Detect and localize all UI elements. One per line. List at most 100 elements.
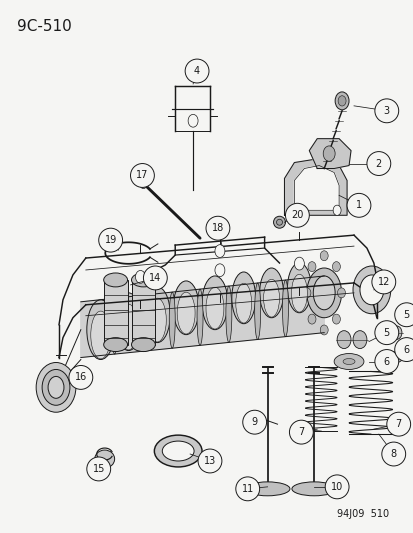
Ellipse shape [177,292,195,334]
Text: 7: 7 [395,419,401,429]
Ellipse shape [225,286,231,342]
Ellipse shape [333,353,363,369]
Ellipse shape [394,337,413,361]
Ellipse shape [143,266,167,290]
Ellipse shape [169,292,175,348]
Ellipse shape [386,412,410,436]
Ellipse shape [130,164,154,188]
Polygon shape [294,166,338,211]
Ellipse shape [337,288,344,298]
Ellipse shape [366,151,390,175]
Ellipse shape [346,193,370,217]
Ellipse shape [36,362,76,412]
Ellipse shape [185,59,209,83]
Ellipse shape [103,337,127,352]
Text: 14: 14 [149,273,161,283]
Ellipse shape [259,268,283,318]
Text: 9C-510: 9C-510 [17,19,72,34]
Ellipse shape [374,99,398,123]
Circle shape [214,245,224,257]
Ellipse shape [242,410,266,434]
Ellipse shape [206,216,229,240]
Circle shape [337,96,345,106]
Polygon shape [309,139,350,168]
Ellipse shape [307,262,315,272]
Circle shape [332,205,340,215]
Ellipse shape [313,276,335,310]
Polygon shape [81,276,323,358]
Circle shape [135,270,145,283]
Text: 6: 6 [403,344,409,354]
Ellipse shape [87,457,110,481]
Circle shape [290,205,298,215]
Text: 15: 15 [93,464,104,474]
Ellipse shape [119,304,137,350]
Circle shape [139,179,147,189]
Ellipse shape [332,314,339,324]
Text: 11: 11 [241,484,253,494]
Ellipse shape [162,441,194,461]
Ellipse shape [235,477,259,501]
Ellipse shape [289,420,313,444]
Ellipse shape [98,228,122,252]
Text: 94J09  510: 94J09 510 [336,508,388,519]
Ellipse shape [235,283,251,323]
Ellipse shape [342,359,354,365]
Ellipse shape [320,251,328,261]
Ellipse shape [394,303,413,327]
Ellipse shape [42,369,70,405]
Ellipse shape [332,262,339,272]
Bar [131,280,155,345]
Ellipse shape [231,272,255,324]
Ellipse shape [154,435,202,467]
Text: 20: 20 [290,210,303,220]
Text: 5: 5 [383,328,389,337]
Ellipse shape [380,352,402,364]
Ellipse shape [131,337,155,352]
Text: 1: 1 [355,200,361,211]
Ellipse shape [69,366,93,389]
Ellipse shape [48,376,64,398]
Ellipse shape [103,273,127,287]
Circle shape [335,92,348,110]
Ellipse shape [371,270,395,294]
Ellipse shape [131,273,155,287]
Text: 19: 19 [104,235,116,245]
Text: 17: 17 [136,171,148,181]
Ellipse shape [115,293,141,351]
Ellipse shape [206,287,223,329]
Ellipse shape [381,442,405,466]
Ellipse shape [352,266,390,314]
Ellipse shape [291,482,336,496]
Bar [103,280,127,345]
Ellipse shape [197,449,221,473]
Ellipse shape [285,203,309,227]
Ellipse shape [263,279,279,317]
Ellipse shape [140,295,146,351]
Text: 7: 7 [297,427,304,437]
Ellipse shape [144,287,170,343]
Text: 16: 16 [75,373,87,382]
Ellipse shape [276,219,282,225]
Text: 8: 8 [390,449,396,459]
Ellipse shape [325,475,348,499]
Ellipse shape [320,325,328,335]
Ellipse shape [112,298,117,354]
Text: 6: 6 [383,357,389,367]
Ellipse shape [273,216,285,228]
Text: 12: 12 [377,277,389,287]
Ellipse shape [359,275,383,305]
Ellipse shape [391,326,401,340]
Ellipse shape [173,281,199,335]
Circle shape [294,257,304,270]
Ellipse shape [90,311,110,359]
Text: 3: 3 [383,106,389,116]
Ellipse shape [95,450,114,468]
Ellipse shape [87,300,114,360]
Ellipse shape [287,263,311,313]
Ellipse shape [148,298,166,342]
Text: 13: 13 [203,456,216,466]
Ellipse shape [291,274,306,312]
Circle shape [323,146,335,161]
Text: 18: 18 [211,223,223,233]
